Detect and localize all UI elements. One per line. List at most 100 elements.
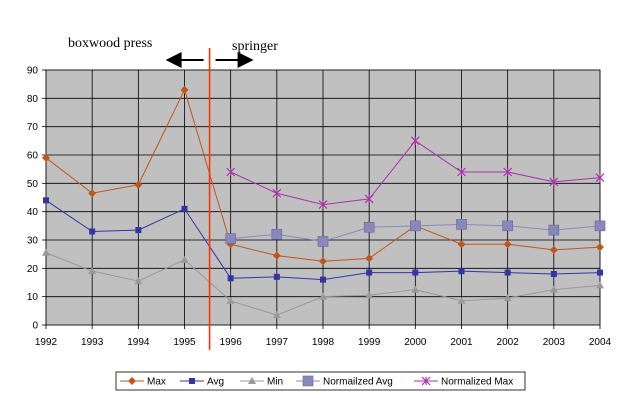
point-normailzed-avg-1996 xyxy=(225,233,236,244)
point-normalized-max-2002 xyxy=(503,167,513,177)
x-tick-labels: 1992 1993 1994 1995 1996 1997 1998 1999 2000 2001… xyxy=(35,337,612,348)
point-normailzed-avg-2002 xyxy=(502,220,513,232)
y-tick-label-70: 70 xyxy=(27,122,39,133)
point-min-1995 xyxy=(180,255,189,263)
legend-label-normailzed-avg: Normailzed Avg xyxy=(323,377,393,388)
legend-box xyxy=(115,371,526,391)
point-avg-1994 xyxy=(135,227,142,234)
arrow-left-head xyxy=(165,52,182,68)
point-max-2003 xyxy=(549,245,558,254)
y-tick-label-50: 50 xyxy=(27,179,39,190)
series-normailzed-avg xyxy=(225,219,606,247)
point-normailzed-avg-2001 xyxy=(456,219,467,230)
legend-swatch-marker-max xyxy=(128,377,136,385)
point-normalized-max-2000 xyxy=(410,136,420,146)
x-tick-label-2004: 2004 xyxy=(589,337,612,348)
legend-label-normalized-max: Normalized Max xyxy=(441,377,513,388)
point-avg-2003 xyxy=(550,271,557,277)
x-tick-label-2000: 2000 xyxy=(404,337,427,348)
point-min-2002 xyxy=(503,294,512,302)
point-min-2003 xyxy=(549,285,558,293)
legend-item-normalized-max: Normalized Max xyxy=(414,377,513,388)
point-normalized-max-1997 xyxy=(272,188,282,198)
point-avg-1999 xyxy=(366,269,373,276)
legend-swatch-marker-min xyxy=(248,377,256,384)
x-tick-label-1992: 1992 xyxy=(35,337,58,348)
series-group xyxy=(42,85,606,319)
point-normalized-max-1998 xyxy=(318,200,328,210)
point-normalized-max-2004 xyxy=(595,173,605,183)
point-normalized-max-2003 xyxy=(549,177,559,187)
point-min-1993 xyxy=(88,267,97,275)
y-tick-labels: 0 10 20 30 40 50 60 70 80 90 xyxy=(27,66,39,332)
y-tick-label-10: 10 xyxy=(27,292,39,303)
point-avg-2002 xyxy=(504,269,511,276)
point-min-1996 xyxy=(226,296,235,304)
point-min-1998 xyxy=(319,292,327,300)
annotation-left-text: boxwood press xyxy=(68,36,152,51)
series-avg xyxy=(43,197,603,283)
legend: Max Avg Min Normailzed Avg Normalized Max xyxy=(115,371,526,391)
y-tick-label-30: 30 xyxy=(27,236,39,247)
point-max-1997 xyxy=(272,251,281,260)
x-tick-label-1998: 1998 xyxy=(312,337,335,348)
point-avg-2004 xyxy=(597,269,603,276)
x-tick-label-1995: 1995 xyxy=(173,337,196,348)
legend-item-max: Max xyxy=(120,377,166,388)
point-avg-1992 xyxy=(43,197,49,204)
point-min-2001 xyxy=(457,296,466,304)
point-normailzed-avg-1999 xyxy=(363,221,375,233)
point-min-1994 xyxy=(134,277,143,285)
point-normailzed-avg-2000 xyxy=(410,220,421,232)
point-max-2001 xyxy=(457,240,466,249)
point-normalized-max-2001 xyxy=(457,167,466,177)
point-normailzed-avg-2004 xyxy=(594,220,606,232)
point-max-1999 xyxy=(365,254,374,263)
x-tick-label-1997: 1997 xyxy=(266,337,289,348)
point-avg-1993 xyxy=(89,228,96,235)
legend-label-min: Min xyxy=(267,377,283,388)
point-normailzed-avg-1997 xyxy=(271,229,283,240)
point-max-1992 xyxy=(42,153,50,162)
x-tick-label-1993: 1993 xyxy=(81,337,104,348)
point-min-2000 xyxy=(411,285,420,293)
point-normalized-max-1996 xyxy=(226,167,236,177)
x-tick-label-2001: 2001 xyxy=(450,337,473,348)
point-avg-1998 xyxy=(320,276,326,283)
point-avg-2001 xyxy=(458,268,465,275)
arrow-right-head xyxy=(237,52,254,68)
y-tick-label-0: 0 xyxy=(32,321,38,332)
y-tick-label-80: 80 xyxy=(27,94,39,105)
y-tick-label-20: 20 xyxy=(27,264,39,275)
point-min-1999 xyxy=(365,291,374,299)
x-tick-label-1994: 1994 xyxy=(127,337,150,348)
annotation-right-text: springer xyxy=(232,39,278,54)
point-avg-1995 xyxy=(181,205,188,212)
y-tick-label-90: 90 xyxy=(27,66,39,77)
point-normailzed-avg-2003 xyxy=(548,224,560,236)
publisher-annotations: boxwood press springer xyxy=(68,36,278,350)
legend-item-normailzed-avg: Normailzed Avg xyxy=(296,375,393,388)
series-normalized-max xyxy=(226,136,605,210)
point-avg-1996 xyxy=(227,275,234,282)
point-avg-1997 xyxy=(273,273,280,280)
x-tick-label-2003: 2003 xyxy=(543,337,566,348)
legend-item-avg: Avg xyxy=(180,377,224,388)
point-max-1995 xyxy=(180,85,189,94)
point-min-1997 xyxy=(272,311,281,319)
point-max-1993 xyxy=(88,189,97,198)
point-normalized-max-1999 xyxy=(364,194,374,204)
legend-label-max: Max xyxy=(147,377,166,388)
y-tick-label-60: 60 xyxy=(27,151,39,162)
point-max-1998 xyxy=(319,257,327,266)
point-min-2004 xyxy=(596,281,604,289)
legend-swatch-marker-avg xyxy=(189,378,195,384)
legend-item-min: Min xyxy=(240,377,283,388)
point-avg-2000 xyxy=(412,269,419,276)
x-tick-label-1999: 1999 xyxy=(358,337,381,348)
legend-swatch-marker-normailzed-avg xyxy=(302,375,314,387)
series-min xyxy=(42,248,604,319)
x-tick-label-1996: 1996 xyxy=(220,337,243,348)
